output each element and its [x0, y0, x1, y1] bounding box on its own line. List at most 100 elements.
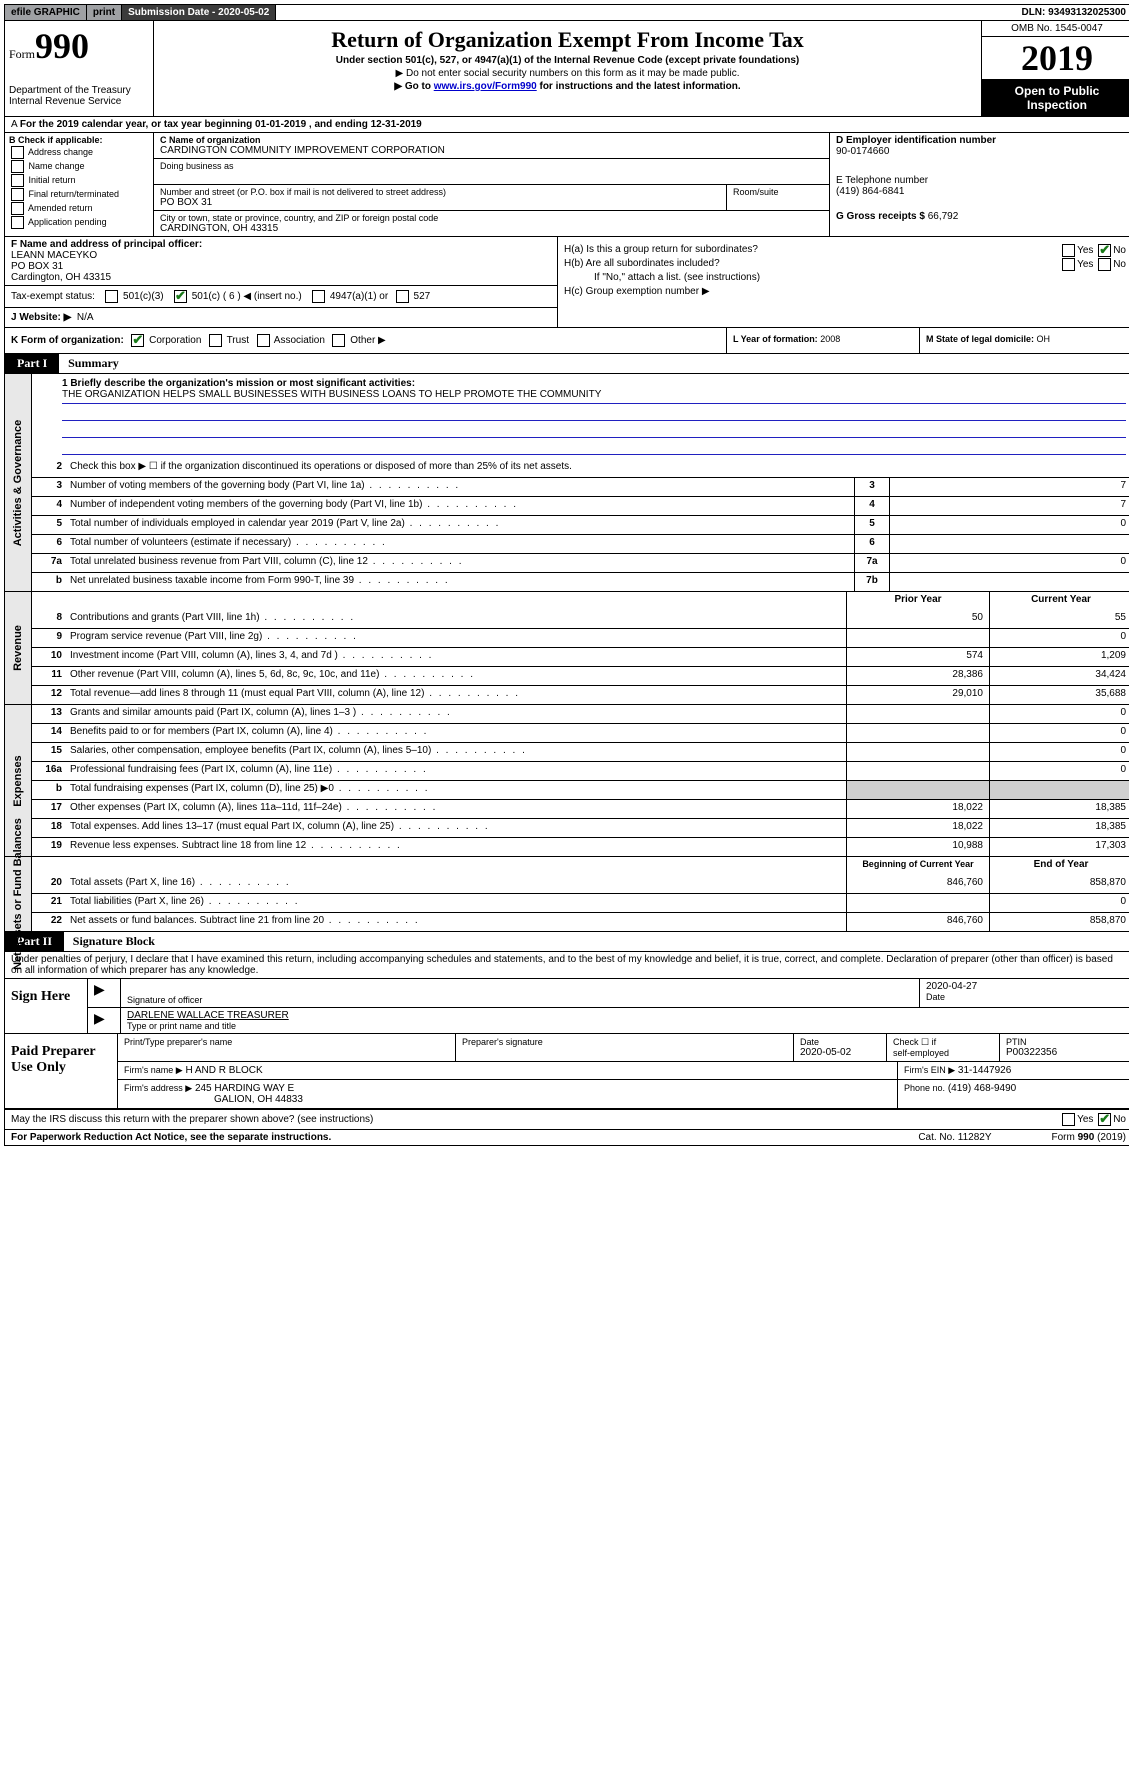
hb-yes[interactable]	[1062, 258, 1075, 271]
governance-section: Activities & Governance 1 Briefly descri…	[5, 374, 1129, 592]
part2-header: Part II Signature Block	[5, 932, 1129, 952]
cb-assoc[interactable]	[257, 334, 270, 347]
summary-line: 18Total expenses. Add lines 13–17 (must …	[32, 818, 1129, 837]
summary-line: 6Total number of volunteers (estimate if…	[32, 534, 1129, 553]
summary-line: 4Number of independent voting members of…	[32, 496, 1129, 515]
dba-label: Doing business as	[160, 161, 823, 171]
sig-officer-label: Signature of officer	[127, 995, 913, 1005]
goto-note: ▶ Go to www.irs.gov/Form990 for instruct…	[162, 81, 973, 92]
hb-no[interactable]	[1098, 258, 1111, 271]
form-title: Return of Organization Exempt From Incom…	[162, 27, 973, 53]
irs-link[interactable]: www.irs.gov/Form990	[434, 81, 537, 92]
mission-block: 1 Briefly describe the organization's mi…	[32, 374, 1129, 459]
form-header: Form990 Department of the Treasury Inter…	[5, 21, 1129, 117]
footer: For Paperwork Reduction Act Notice, see …	[5, 1130, 1129, 1145]
ein-label: D Employer identification number	[836, 135, 996, 146]
expenses-section: Expenses 13Grants and similar amounts pa…	[5, 705, 1129, 857]
open-to-public: Open to PublicInspection	[982, 80, 1129, 116]
phone-value: (419) 864-6841	[836, 186, 904, 197]
summary-line: 10Investment income (Part VIII, column (…	[32, 647, 1129, 666]
efile-button[interactable]: efile GRAPHIC	[5, 5, 87, 20]
cb-trust[interactable]	[209, 334, 222, 347]
paid-preparer-block: Paid Preparer Use Only Print/Type prepar…	[5, 1034, 1129, 1109]
summary-line: 13Grants and similar amounts paid (Part …	[32, 705, 1129, 723]
paid-preparer-label: Paid Preparer Use Only	[5, 1034, 118, 1108]
city-label: City or town, state or province, country…	[160, 213, 823, 223]
phone-label: E Telephone number	[836, 175, 928, 186]
cb-app-pending[interactable]: Application pending	[9, 216, 149, 229]
begin-year-hdr: Beginning of Current Year	[846, 857, 989, 875]
discuss-no[interactable]	[1098, 1113, 1111, 1126]
officer-name: DARLENE WALLACE TREASURER	[127, 1010, 1126, 1021]
section-klm: K Form of organization: Corporation Trus…	[5, 328, 1129, 354]
officer-name-label: Type or print name and title	[127, 1021, 1126, 1031]
penalty-statement: Under penalties of perjury, I declare th…	[5, 952, 1129, 979]
sig-date: 2020-04-27	[926, 981, 1126, 992]
mission-text: THE ORGANIZATION HELPS SMALL BUSINESSES …	[62, 389, 1126, 404]
cb-address-change[interactable]: Address change	[9, 146, 149, 159]
summary-line: 5Total number of individuals employed in…	[32, 515, 1129, 534]
addr-label: Number and street (or P.O. box if mail i…	[160, 187, 720, 197]
discuss-yes[interactable]	[1062, 1113, 1075, 1126]
cb-amended[interactable]: Amended return	[9, 202, 149, 215]
ssn-note: ▶ Do not enter social security numbers o…	[162, 68, 973, 79]
form-ref: Form 990 (2019)	[1052, 1132, 1126, 1143]
print-button[interactable]: print	[87, 5, 122, 20]
part1-header: Part I Summary	[5, 354, 1129, 374]
paperwork-notice: For Paperwork Reduction Act Notice, see …	[11, 1132, 331, 1143]
end-year-hdr: End of Year	[989, 857, 1129, 875]
summary-line: 15Salaries, other compensation, employee…	[32, 742, 1129, 761]
netassets-section: Net Assets or Fund Balances Beginning of…	[5, 857, 1129, 932]
box-c: C Name of organization CARDINGTON COMMUN…	[154, 133, 830, 236]
summary-line: 9Program service revenue (Part VIII, lin…	[32, 628, 1129, 647]
irs-label: Internal Revenue Service	[9, 96, 149, 107]
section-bcdefg: B Check if applicable: Address change Na…	[5, 133, 1129, 237]
sign-here-label: Sign Here	[5, 979, 88, 1033]
omb-number: OMB No. 1545-0047	[982, 21, 1129, 37]
summary-line: 8Contributions and grants (Part VIII, li…	[32, 610, 1129, 628]
summary-line: 7aTotal unrelated business revenue from …	[32, 553, 1129, 572]
summary-line: 21Total liabilities (Part X, line 26)0	[32, 893, 1129, 912]
current-year-hdr: Current Year	[989, 592, 1129, 610]
dept-treasury: Department of the Treasury	[9, 85, 149, 96]
cat-no: Cat. No. 11282Y	[918, 1132, 991, 1143]
cb-4947[interactable]	[312, 290, 325, 303]
summary-line: 2Check this box ▶ ☐ if the organization …	[32, 459, 1129, 477]
ein-value: 90-0174660	[836, 146, 889, 157]
cb-501c[interactable]	[174, 290, 187, 303]
tab-netassets: Net Assets or Fund Balances	[12, 818, 24, 970]
summary-line: 12Total revenue—add lines 8 through 11 (…	[32, 685, 1129, 704]
org-name-label: C Name of organization	[160, 135, 823, 145]
tab-revenue: Revenue	[12, 625, 24, 671]
city-value: CARDINGTON, OH 43315	[160, 223, 823, 234]
discuss-row: May the IRS discuss this return with the…	[5, 1109, 1129, 1130]
cb-501c3[interactable]	[105, 290, 118, 303]
summary-line: 20Total assets (Part X, line 16)846,7608…	[32, 875, 1129, 893]
summary-line: 19Revenue less expenses. Subtract line 1…	[32, 837, 1129, 856]
ha-no[interactable]	[1098, 244, 1111, 257]
box-j: J Website: ▶ N/A	[5, 307, 557, 327]
summary-line: 14Benefits paid to or for members (Part …	[32, 723, 1129, 742]
box-l: L Year of formation: 2008	[726, 328, 919, 353]
sign-here-block: Sign Here ▶ Signature of officer 2020-04…	[5, 979, 1129, 1034]
org-name: CARDINGTON COMMUNITY IMPROVEMENT CORPORA…	[160, 145, 823, 156]
addr-value: PO BOX 31	[160, 197, 720, 208]
summary-line: 11Other revenue (Part VIII, column (A), …	[32, 666, 1129, 685]
tab-governance: Activities & Governance	[12, 419, 24, 546]
gross-value: 66,792	[928, 211, 959, 222]
cb-527[interactable]	[396, 290, 409, 303]
cb-final-return[interactable]: Final return/terminated	[9, 188, 149, 201]
cb-other[interactable]	[332, 334, 345, 347]
box-f: F Name and address of principal officer:…	[5, 237, 557, 286]
period-row: A For the 2019 calendar year, or tax yea…	[5, 117, 1129, 133]
ha-yes[interactable]	[1062, 244, 1075, 257]
summary-line: 22Net assets or fund balances. Subtract …	[32, 912, 1129, 931]
cb-corp[interactable]	[131, 334, 144, 347]
box-m: M State of legal domicile: OH	[919, 328, 1129, 353]
prior-year-hdr: Prior Year	[846, 592, 989, 610]
cb-initial-return[interactable]: Initial return	[9, 174, 149, 187]
tax-exempt-row: Tax-exempt status: 501(c)(3) 501(c) ( 6 …	[5, 286, 557, 307]
summary-line: bTotal fundraising expenses (Part IX, co…	[32, 780, 1129, 799]
cb-name-change[interactable]: Name change	[9, 160, 149, 173]
tab-expenses: Expenses	[12, 755, 24, 806]
